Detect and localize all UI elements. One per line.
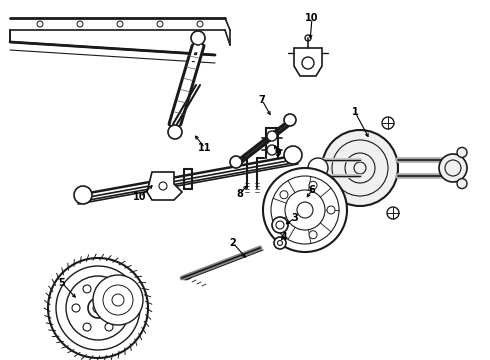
Polygon shape: [147, 172, 182, 200]
Circle shape: [116, 304, 124, 312]
Circle shape: [382, 117, 394, 129]
Circle shape: [309, 181, 317, 189]
Text: 6: 6: [309, 185, 316, 195]
Circle shape: [308, 158, 328, 178]
Circle shape: [267, 145, 277, 155]
Circle shape: [280, 221, 288, 229]
Circle shape: [83, 323, 91, 331]
Circle shape: [191, 31, 205, 45]
Text: 4: 4: [281, 232, 287, 242]
Text: 5: 5: [59, 278, 65, 288]
Circle shape: [48, 258, 148, 358]
Circle shape: [93, 275, 143, 325]
Circle shape: [457, 179, 467, 189]
Circle shape: [387, 207, 399, 219]
Circle shape: [274, 237, 286, 249]
Circle shape: [284, 146, 302, 164]
Text: 10: 10: [305, 13, 319, 23]
Circle shape: [309, 231, 317, 239]
Circle shape: [439, 154, 467, 182]
Circle shape: [272, 217, 288, 233]
Circle shape: [105, 323, 113, 331]
Text: 11: 11: [198, 143, 212, 153]
Circle shape: [74, 186, 92, 204]
Text: 7: 7: [259, 95, 266, 105]
Circle shape: [105, 285, 113, 293]
Text: 2: 2: [230, 238, 236, 248]
Circle shape: [280, 191, 288, 199]
Circle shape: [284, 114, 296, 126]
Circle shape: [327, 206, 335, 214]
Circle shape: [230, 156, 242, 168]
Text: 10: 10: [133, 192, 147, 202]
Circle shape: [267, 131, 277, 141]
Circle shape: [322, 130, 398, 206]
Text: 3: 3: [292, 213, 298, 223]
Text: 1: 1: [352, 107, 358, 117]
Circle shape: [168, 125, 182, 139]
Text: 8: 8: [237, 189, 244, 199]
Circle shape: [72, 304, 80, 312]
Text: 9: 9: [274, 148, 281, 158]
Circle shape: [263, 168, 347, 252]
Polygon shape: [294, 48, 322, 76]
Circle shape: [83, 285, 91, 293]
Circle shape: [457, 147, 467, 157]
